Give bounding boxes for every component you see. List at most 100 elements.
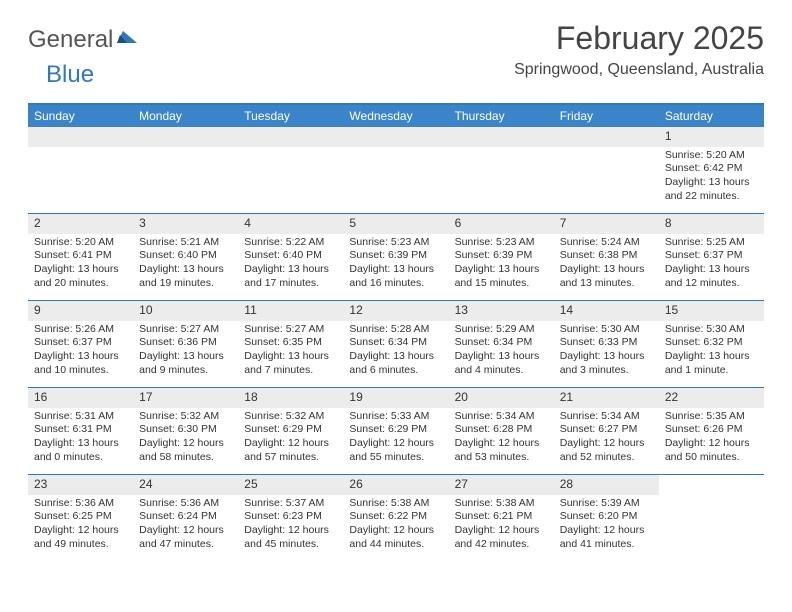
day-empty [554, 127, 659, 213]
day-empty [659, 475, 764, 561]
day-cell: 4Sunrise: 5:22 AMSunset: 6:40 PMDaylight… [238, 214, 343, 300]
day-number [28, 127, 133, 147]
day-sunrise: Sunrise: 5:38 AM [455, 497, 548, 511]
day-number: 4 [238, 214, 343, 234]
day-sunrise: Sunrise: 5:29 AM [455, 323, 548, 337]
day-daylight2: and 4 minutes. [455, 364, 548, 378]
weekday-header-row: SundayMondayTuesdayWednesdayThursdayFrid… [28, 105, 764, 127]
day-number: 7 [554, 214, 659, 234]
day-empty [133, 127, 238, 213]
day-cell: 23Sunrise: 5:36 AMSunset: 6:25 PMDayligh… [28, 475, 133, 561]
day-daylight1: Daylight: 13 hours [139, 263, 232, 277]
day-content: Sunrise: 5:39 AMSunset: 6:20 PMDaylight:… [554, 495, 659, 558]
day-number [238, 127, 343, 147]
day-number: 6 [449, 214, 554, 234]
day-empty [238, 127, 343, 213]
day-sunset: Sunset: 6:38 PM [560, 249, 653, 263]
day-daylight2: and 3 minutes. [560, 364, 653, 378]
day-number: 3 [133, 214, 238, 234]
day-daylight2: and 17 minutes. [244, 277, 337, 291]
day-number [554, 127, 659, 147]
day-daylight1: Daylight: 13 hours [560, 350, 653, 364]
day-daylight2: and 55 minutes. [349, 451, 442, 465]
day-daylight1: Daylight: 13 hours [244, 350, 337, 364]
day-number: 9 [28, 301, 133, 321]
day-sunrise: Sunrise: 5:39 AM [560, 497, 653, 511]
day-daylight2: and 57 minutes. [244, 451, 337, 465]
day-sunset: Sunset: 6:36 PM [139, 336, 232, 350]
day-cell: 6 Sunrise: 5:23 AMSunset: 6:39 PMDaylight… [449, 214, 554, 300]
day-sunset: Sunset: 6:20 PM [560, 510, 653, 524]
day-content: Sunrise: 5:27 AMSunset: 6:36 PMDaylight:… [133, 321, 238, 384]
day-daylight2: and 45 minutes. [244, 538, 337, 552]
weekday-saturday: Saturday [659, 105, 764, 127]
day-sunrise: Sunrise: 5:24 AM [560, 236, 653, 250]
day-sunset: Sunset: 6:30 PM [139, 423, 232, 437]
day-number: 8 [659, 214, 764, 234]
week-row: 16Sunrise: 5:31 AMSunset: 6:31 PMDayligh… [28, 388, 764, 475]
day-sunrise: Sunrise: 5:30 AM [560, 323, 653, 337]
day-sunset: Sunset: 6:34 PM [455, 336, 548, 350]
day-sunrise: Sunrise: 5:38 AM [349, 497, 442, 511]
day-number: 15 [659, 301, 764, 321]
day-number: 13 [449, 301, 554, 321]
day-content: Sunrise: 5:38 AMSunset: 6:22 PMDaylight:… [343, 495, 448, 558]
day-cell: 16Sunrise: 5:31 AMSunset: 6:31 PMDayligh… [28, 388, 133, 474]
weekday-sunday: Sunday [28, 105, 133, 127]
day-daylight2: and 22 minutes. [665, 190, 758, 204]
day-number [659, 475, 764, 495]
day-number: 16 [28, 388, 133, 408]
day-daylight2: and 15 minutes. [455, 277, 548, 291]
day-empty [449, 127, 554, 213]
day-sunrise: Sunrise: 5:20 AM [665, 149, 758, 163]
day-daylight1: Daylight: 12 hours [455, 437, 548, 451]
day-content: Sunrise: 5:36 AMSunset: 6:25 PMDaylight:… [28, 495, 133, 558]
day-sunrise: Sunrise: 5:32 AM [139, 410, 232, 424]
day-daylight2: and 47 minutes. [139, 538, 232, 552]
day-cell: 5Sunrise: 5:23 AMSunset: 6:39 PMDaylight… [343, 214, 448, 300]
day-number: 28 [554, 475, 659, 495]
day-content: Sunrise: 5:38 AMSunset: 6:21 PMDaylight:… [449, 495, 554, 558]
day-sunset: Sunset: 6:40 PM [139, 249, 232, 263]
day-daylight2: and 52 minutes. [560, 451, 653, 465]
weekday-friday: Friday [554, 105, 659, 127]
day-content: Sunrise: 5:23 AMSunset: 6:39 PMDaylight:… [343, 234, 448, 297]
day-sunset: Sunset: 6:21 PM [455, 510, 548, 524]
day-daylight1: Daylight: 13 hours [349, 350, 442, 364]
day-sunset: Sunset: 6:35 PM [244, 336, 337, 350]
day-sunrise: Sunrise: 5:34 AM [455, 410, 548, 424]
day-number: 11 [238, 301, 343, 321]
day-sunrise: Sunrise: 5:23 AM [455, 236, 548, 250]
day-sunset: Sunset: 6:31 PM [34, 423, 127, 437]
day-number: 23 [28, 475, 133, 495]
day-sunset: Sunset: 6:42 PM [665, 162, 758, 176]
day-number: 12 [343, 301, 448, 321]
day-number [343, 127, 448, 147]
day-content: Sunrise: 5:32 AMSunset: 6:30 PMDaylight:… [133, 408, 238, 471]
day-sunset: Sunset: 6:22 PM [349, 510, 442, 524]
day-daylight1: Daylight: 13 hours [349, 263, 442, 277]
day-content: Sunrise: 5:31 AMSunset: 6:31 PMDaylight:… [28, 408, 133, 471]
day-cell: 8Sunrise: 5:25 AMSunset: 6:37 PMDaylight… [659, 214, 764, 300]
day-daylight2: and 10 minutes. [34, 364, 127, 378]
day-number: 24 [133, 475, 238, 495]
day-sunset: Sunset: 6:27 PM [560, 423, 653, 437]
day-daylight1: Daylight: 13 hours [455, 263, 548, 277]
day-daylight1: Daylight: 13 hours [665, 263, 758, 277]
day-daylight2: and 41 minutes. [560, 538, 653, 552]
day-daylight2: and 12 minutes. [665, 277, 758, 291]
day-number [449, 127, 554, 147]
day-daylight2: and 49 minutes. [34, 538, 127, 552]
week-row: 1Sunrise: 5:20 AMSunset: 6:42 PMDaylight… [28, 127, 764, 214]
day-daylight2: and 1 minute. [665, 364, 758, 378]
day-cell: 20Sunrise: 5:34 AMSunset: 6:28 PMDayligh… [449, 388, 554, 474]
day-content: Sunrise: 5:33 AMSunset: 6:29 PMDaylight:… [343, 408, 448, 471]
day-sunset: Sunset: 6:39 PM [455, 249, 548, 263]
day-sunrise: Sunrise: 5:21 AM [139, 236, 232, 250]
day-cell: 27Sunrise: 5:38 AMSunset: 6:21 PMDayligh… [449, 475, 554, 561]
day-sunrise: Sunrise: 5:26 AM [34, 323, 127, 337]
day-number: 10 [133, 301, 238, 321]
day-sunset: Sunset: 6:41 PM [34, 249, 127, 263]
day-daylight2: and 53 minutes. [455, 451, 548, 465]
day-content: Sunrise: 5:29 AMSunset: 6:34 PMDaylight:… [449, 321, 554, 384]
